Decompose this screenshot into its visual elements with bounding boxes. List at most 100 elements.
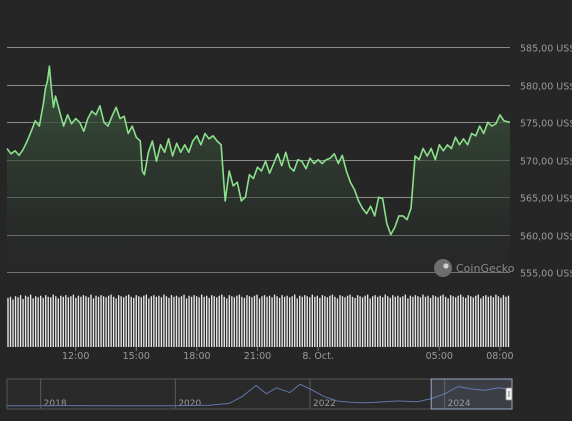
- volume-bar: [133, 297, 135, 347]
- volume-bar: [502, 295, 505, 347]
- volume-bar: [238, 294, 241, 347]
- volume-bar: [359, 296, 361, 347]
- volume-bar: [67, 297, 70, 347]
- volume-bar: [475, 295, 477, 347]
- volume-bar: [14, 296, 17, 347]
- navigator-year-label: 2018: [44, 399, 67, 409]
- volume-bar: [221, 294, 223, 347]
- volume-bar: [253, 295, 256, 347]
- volume-bar: [258, 298, 261, 347]
- volume-bar: [70, 296, 72, 347]
- volume-bar: [507, 295, 510, 347]
- volume-bar: [329, 295, 331, 347]
- volume-bar: [382, 297, 384, 347]
- volume-bar: [392, 295, 394, 347]
- volume-bar: [122, 297, 125, 347]
- volume-bar: [397, 295, 399, 347]
- volume-bar: [27, 296, 29, 347]
- volume-bar: [19, 295, 22, 347]
- volume-bar: [344, 297, 346, 347]
- volume-bar: [47, 296, 49, 347]
- volume-bar: [472, 297, 474, 347]
- volume-bar: [75, 297, 77, 347]
- y-axis-labels: 555,00 US$ 560,00 US$ 565,00 US$ 570,00 US$…: [520, 44, 572, 280]
- volume-bar: [168, 297, 170, 347]
- volume-bar: [412, 296, 414, 347]
- coingecko-logo-icon: [434, 259, 452, 277]
- volume-bar: [100, 295, 102, 347]
- volume-bar: [17, 297, 19, 347]
- volume-bar: [248, 296, 251, 347]
- volume-bar: [364, 295, 366, 347]
- volume-bar: [241, 296, 243, 347]
- volume-bar: [130, 296, 132, 347]
- volume-bar: [97, 296, 100, 347]
- volume-bar: [439, 295, 442, 347]
- volume-bar: [228, 295, 230, 347]
- volume-bar: [351, 296, 354, 347]
- volume-bar: [291, 296, 293, 347]
- volume-bar: [208, 297, 210, 347]
- y-tick-label: 585,00 US$: [520, 44, 572, 55]
- coingecko-logo-eye-icon: [443, 263, 449, 269]
- volume-bar: [110, 294, 112, 347]
- volume-bar: [105, 297, 107, 347]
- volume-bar: [294, 294, 296, 347]
- navigator-handle[interactable]: [505, 387, 513, 401]
- volume-bar: [120, 296, 122, 347]
- navigator-year-label: 2020: [178, 399, 201, 409]
- volume-bar: [165, 296, 168, 347]
- volume-bar: [200, 294, 203, 347]
- volume-bar: [22, 298, 24, 347]
- volume-bar: [183, 294, 185, 347]
- volume-bar: [424, 296, 427, 347]
- volume-bar: [497, 296, 500, 347]
- volume-bar: [246, 295, 248, 347]
- volume-bar: [268, 295, 271, 347]
- volume-bar: [37, 297, 39, 347]
- navigator-year-label: 2024: [448, 399, 471, 409]
- volume-bar: [505, 296, 507, 347]
- volume-bar: [361, 297, 364, 347]
- x-tick-label: 15:00: [123, 351, 150, 362]
- volume-bar: [356, 295, 359, 347]
- volume-bar: [427, 295, 429, 347]
- y-tick-label: 580,00 US$: [520, 82, 572, 93]
- volume-bar: [160, 297, 163, 347]
- volume-bar: [87, 297, 90, 347]
- volume-bar: [465, 297, 467, 347]
- volume-bar: [369, 298, 371, 347]
- volume-bar: [193, 295, 195, 347]
- volume-bar: [394, 296, 396, 347]
- volume-bar: [384, 294, 386, 347]
- volume-bar: [195, 296, 198, 347]
- volume-bar: [429, 297, 432, 347]
- navigator-year-label: 2022: [313, 399, 336, 409]
- volume-bar: [482, 296, 485, 347]
- volume-bar: [296, 298, 298, 347]
- volume-bar: [143, 295, 145, 347]
- volume-bar: [178, 297, 180, 347]
- coingecko-watermark: CoinGecko: [434, 259, 515, 277]
- volume-bar: [417, 296, 419, 347]
- volume-bar: [371, 296, 374, 347]
- volume-bar: [216, 297, 218, 347]
- volume-bar: [449, 295, 452, 347]
- volume-bar: [480, 298, 482, 347]
- volume-bar: [271, 297, 273, 347]
- volume-bar: [251, 297, 253, 347]
- volume-bar: [331, 294, 334, 347]
- range-navigator[interactable]: 2018 2020 2022 2024: [6, 378, 513, 410]
- navigator-price-line: [7, 383, 513, 407]
- volume-bar: [42, 297, 44, 347]
- volume-bar: [311, 294, 313, 347]
- volume-bar: [321, 295, 324, 347]
- volume-bar: [140, 297, 142, 347]
- volume-bar: [233, 297, 236, 347]
- volume-bar: [173, 296, 175, 347]
- volume-bar: [349, 294, 351, 347]
- volume-bar: [452, 296, 454, 347]
- volume-bar: [377, 296, 379, 347]
- navigator-selection[interactable]: [430, 378, 513, 410]
- volume-bar: [492, 297, 495, 347]
